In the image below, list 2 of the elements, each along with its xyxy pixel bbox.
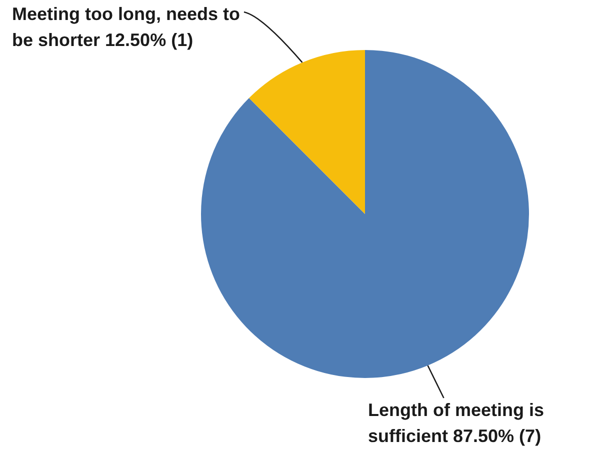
- slice-label: Length of meeting is sufficient 87.50% (7): [368, 400, 544, 446]
- slice-label: Meeting too long, needs to be shorter 12.50% (1): [12, 4, 240, 50]
